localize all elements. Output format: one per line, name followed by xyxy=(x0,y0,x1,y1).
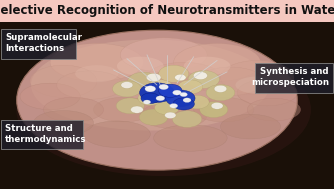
Circle shape xyxy=(206,84,235,101)
Text: Supramolecular
Interactions: Supramolecular Interactions xyxy=(5,33,82,53)
Ellipse shape xyxy=(220,60,294,94)
FancyBboxPatch shape xyxy=(255,63,333,93)
Circle shape xyxy=(143,100,151,104)
Circle shape xyxy=(159,84,168,90)
Ellipse shape xyxy=(237,79,297,106)
Circle shape xyxy=(188,70,219,88)
Circle shape xyxy=(155,101,179,115)
Ellipse shape xyxy=(57,71,124,99)
Ellipse shape xyxy=(75,65,119,82)
Circle shape xyxy=(214,85,227,92)
Circle shape xyxy=(185,95,209,109)
Circle shape xyxy=(145,86,156,92)
Circle shape xyxy=(141,93,160,104)
Circle shape xyxy=(128,72,160,90)
Circle shape xyxy=(139,109,168,125)
Circle shape xyxy=(173,98,194,110)
Ellipse shape xyxy=(30,65,97,97)
Text: Structure and
thermodynamics: Structure and thermodynamics xyxy=(5,124,87,144)
Ellipse shape xyxy=(84,121,150,147)
Ellipse shape xyxy=(16,43,311,176)
Circle shape xyxy=(178,80,203,94)
Circle shape xyxy=(180,92,187,97)
Ellipse shape xyxy=(94,97,154,122)
Circle shape xyxy=(140,83,174,102)
Circle shape xyxy=(200,102,228,118)
Ellipse shape xyxy=(147,62,220,93)
Circle shape xyxy=(131,106,143,113)
Circle shape xyxy=(121,82,133,88)
Circle shape xyxy=(170,104,178,108)
Circle shape xyxy=(193,72,207,80)
Ellipse shape xyxy=(17,30,297,170)
Circle shape xyxy=(172,111,202,127)
FancyBboxPatch shape xyxy=(1,29,76,59)
Ellipse shape xyxy=(194,97,254,122)
Circle shape xyxy=(175,74,186,81)
Ellipse shape xyxy=(154,125,227,151)
Ellipse shape xyxy=(174,43,261,81)
Ellipse shape xyxy=(197,67,264,95)
FancyBboxPatch shape xyxy=(0,0,334,22)
Circle shape xyxy=(148,80,173,94)
Text: Synthesis and
microspeciation: Synthesis and microspeciation xyxy=(251,67,329,87)
Ellipse shape xyxy=(50,43,144,81)
Ellipse shape xyxy=(33,111,94,135)
Circle shape xyxy=(156,96,165,101)
Circle shape xyxy=(159,65,189,82)
Circle shape xyxy=(211,102,223,109)
Circle shape xyxy=(113,81,141,97)
Circle shape xyxy=(173,90,181,95)
FancyBboxPatch shape xyxy=(1,120,83,149)
Ellipse shape xyxy=(184,57,230,76)
Circle shape xyxy=(165,112,176,119)
Ellipse shape xyxy=(31,40,270,131)
Circle shape xyxy=(159,84,182,97)
Circle shape xyxy=(138,91,163,105)
Circle shape xyxy=(146,73,161,82)
Ellipse shape xyxy=(235,77,279,94)
Ellipse shape xyxy=(120,38,207,72)
Circle shape xyxy=(183,98,191,102)
Circle shape xyxy=(116,98,144,114)
Ellipse shape xyxy=(117,57,164,76)
Ellipse shape xyxy=(247,98,301,121)
Text: Selective Recognition of Neurotransmitters in Water: Selective Recognition of Neurotransmitte… xyxy=(0,5,334,17)
Ellipse shape xyxy=(220,114,281,139)
Circle shape xyxy=(166,90,195,107)
Ellipse shape xyxy=(20,83,80,110)
Ellipse shape xyxy=(140,102,207,129)
Ellipse shape xyxy=(43,97,104,122)
